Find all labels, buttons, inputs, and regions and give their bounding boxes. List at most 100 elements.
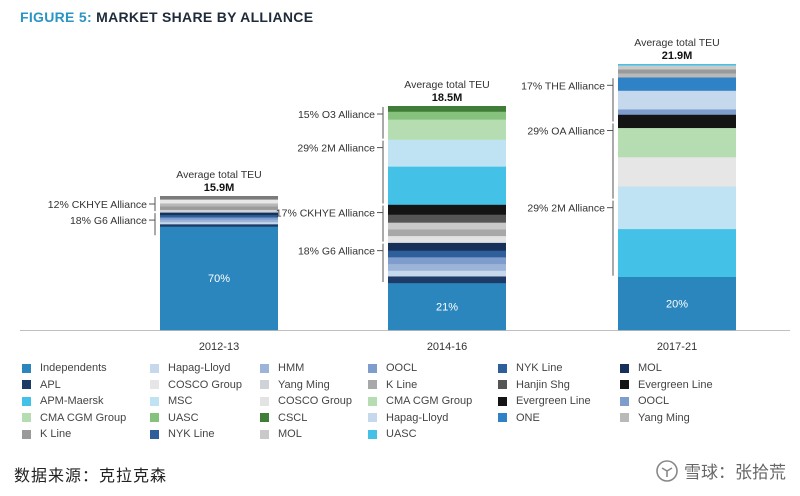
legend-label: Independents — [40, 362, 107, 374]
legend-swatch — [150, 396, 159, 406]
legend-swatch — [368, 413, 377, 422]
bar-segment-2012-13-2 — [160, 222, 278, 225]
alliance-label-2014-16-1: 17% CKHYE Alliance — [276, 208, 375, 220]
legend-swatch — [368, 396, 377, 406]
legend-label: CMA CGM Group — [386, 395, 473, 407]
bar-segment-2014-16-5 — [388, 250, 506, 258]
legend-label: CMA CGM Group — [40, 411, 127, 424]
legend-swatch — [150, 363, 159, 373]
figure-number: FIGURE 5: — [20, 9, 92, 25]
legend-item: UASC — [150, 412, 199, 424]
bar-segment-2014-16-2 — [388, 270, 506, 277]
legend-item: COSCO Group — [150, 379, 242, 391]
legend-label: Evergreen Line — [516, 395, 591, 407]
bar-segment-2014-16-6 — [388, 242, 506, 251]
legend-item: NYK Line — [498, 362, 562, 374]
legend-label: OOCL — [386, 362, 418, 374]
category-label-2014-16: 2014-16 — [427, 341, 467, 353]
bar-segment-2017-21-11 — [618, 65, 736, 70]
legend-item: NYK Line — [150, 428, 214, 440]
bar-segment-2014-16-10 — [388, 214, 506, 223]
avg-teu-label-2012-13: Average total TEU — [176, 169, 261, 181]
bar-segment-2014-16-12 — [388, 166, 506, 205]
legend-label: Hapag-Lloyd — [168, 362, 231, 374]
legend-swatch — [22, 396, 31, 406]
figure-title-text: MARKET SHARE BY ALLIANCE — [96, 9, 314, 25]
legend-item: MOL — [260, 428, 302, 440]
bar-segment-2012-13-7 — [160, 209, 278, 213]
legend-swatch — [260, 380, 269, 389]
legend-label: COSCO Group — [278, 395, 352, 407]
legend-item: UASC — [368, 428, 417, 440]
bar-segment-2017-21-4 — [618, 127, 736, 158]
figure-title: FIGURE 5: MARKET SHARE BY ALLIANCE — [20, 9, 313, 25]
bar-segment-2014-16-15 — [388, 111, 506, 120]
legend-item: Evergreen Line — [620, 379, 713, 391]
category-label-2017-21: 2017-21 — [657, 341, 697, 353]
bar-segment-2017-21-12 — [618, 64, 736, 66]
bar-segment-2014-16-11 — [388, 204, 506, 215]
legend-label: APL — [40, 378, 61, 391]
legend-item: ONE — [498, 412, 540, 424]
bar-segment-2017-21-1 — [618, 228, 736, 277]
bar-segment-2017-21-9 — [618, 73, 736, 78]
legend-swatch — [620, 413, 629, 422]
bar-segment-2014-16-1 — [388, 276, 506, 284]
bar-segment-2014-16-3 — [388, 263, 506, 271]
legend-swatch — [22, 363, 31, 373]
legend-swatch — [260, 363, 269, 373]
legend-item: CMA CGM Group — [368, 395, 472, 407]
legend-item: OOCL — [620, 395, 669, 407]
source-note: 数据来源：克拉克森 — [14, 466, 168, 485]
bar-segment-2012-13-3 — [160, 219, 278, 223]
bar-segment-2017-21-10 — [618, 69, 736, 74]
watermark-text: 雪球：张拾荒 — [684, 463, 786, 483]
legend-item: Independents — [22, 362, 107, 374]
bar-inside-label-2014-16: 21% — [436, 301, 458, 313]
bar-segment-2012-13-6 — [160, 212, 278, 216]
legend-label: CSCL — [278, 411, 308, 424]
alliance-label-2014-16-2: 29% 2M Alliance — [297, 143, 375, 155]
legend-swatch — [498, 363, 507, 373]
bar-segment-2012-13-8 — [160, 206, 278, 210]
legend-label: MOL — [278, 428, 302, 440]
bar-segment-2017-21-7 — [618, 90, 736, 110]
legend-swatch — [260, 413, 269, 422]
legend-swatch — [150, 413, 159, 422]
avg-teu-value-2014-16: 18.5M — [432, 92, 463, 104]
bar-segment-2012-13-9 — [160, 203, 278, 207]
avg-teu-value-2012-13: 15.9M — [204, 182, 235, 194]
bar-segment-2014-16-7 — [388, 235, 506, 243]
avg-teu-label-2014-16: Average total TEU — [404, 79, 489, 91]
legend-swatch — [498, 413, 507, 422]
legend-label: Hanjin Shg — [516, 378, 570, 391]
legend-swatch — [620, 396, 629, 406]
alliance-label-2012-13-1: 12% CKHYE Alliance — [48, 199, 147, 211]
bar-segment-2014-16-16 — [388, 106, 506, 112]
category-label-2012-13: 2012-13 — [199, 341, 239, 353]
legend-item: K Line — [368, 379, 417, 391]
legend-swatch — [260, 396, 269, 406]
alliance-label-2014-16-3: 15% O3 Alliance — [298, 109, 375, 121]
legend-label: NYK Line — [168, 428, 215, 440]
bar-segment-2014-16-4 — [388, 257, 506, 265]
legend-item: Yang Ming — [260, 379, 330, 391]
alliance-label-2012-13-0: 18% G6 Alliance — [70, 215, 147, 227]
legend-item: Hapag-Lloyd — [368, 412, 448, 424]
legend-swatch — [620, 380, 629, 389]
legend-item: HMM — [260, 362, 304, 374]
bar-segment-2014-16-9 — [388, 222, 506, 230]
legend-swatch — [498, 380, 507, 389]
legend-item: Evergreen Line — [498, 395, 591, 407]
legend-label: K Line — [386, 378, 418, 391]
legend-item: Hapag-Lloyd — [150, 362, 230, 374]
legend-label: Yang Ming — [278, 378, 330, 391]
snowball-logo-icon — [656, 459, 678, 482]
legend-item: K Line — [22, 428, 71, 440]
legend-label: UASC — [168, 411, 199, 424]
alliance-label-2014-16-0: 18% G6 Alliance — [298, 246, 375, 258]
legend-swatch — [620, 363, 629, 373]
legend-swatch — [368, 363, 377, 373]
legend-label: ONE — [516, 411, 540, 424]
legend-label: K Line — [40, 428, 72, 440]
